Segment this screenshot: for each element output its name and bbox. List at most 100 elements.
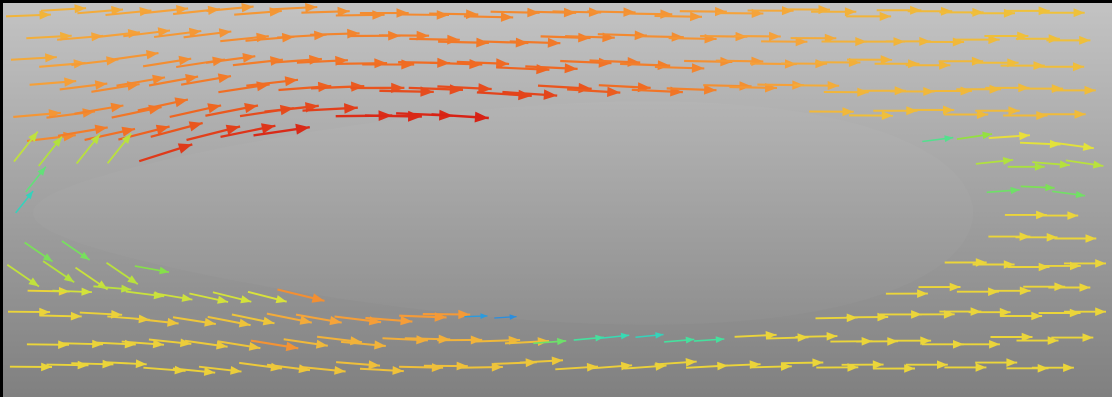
velocity-arrow (846, 55, 893, 65)
velocity-arrow (302, 103, 358, 114)
velocity-arrow (247, 290, 287, 304)
velocity-arrow (52, 287, 92, 296)
velocity-arrow (184, 339, 228, 350)
velocity-arrow (654, 358, 697, 367)
velocity-arrow (365, 316, 413, 326)
velocity-arrow (186, 124, 241, 142)
velocity-arrow (968, 307, 1011, 317)
velocity-arrow (231, 313, 275, 326)
velocity-arrow (250, 339, 299, 352)
velocity-arrow (310, 28, 360, 39)
velocity-arrow (74, 102, 124, 115)
velocity-arrow (116, 74, 166, 87)
velocity-arrow (110, 50, 159, 61)
velocity-arrow (138, 143, 193, 163)
velocity-arrow (811, 7, 857, 17)
velocity-arrow (75, 133, 101, 165)
velocity-arrow (253, 123, 310, 137)
velocity-arrow (150, 121, 203, 138)
velocity-arrow (1007, 162, 1045, 171)
velocity-arrow (105, 261, 139, 285)
velocity-arrow (1016, 336, 1059, 345)
velocity-arrow (106, 133, 132, 164)
velocity-arrow (1000, 61, 1045, 70)
velocity-arrow (975, 157, 1014, 165)
velocity-arrow (29, 77, 77, 87)
velocity-arrow (502, 89, 558, 100)
velocity-arrow (24, 241, 54, 263)
velocity-arrow (1040, 8, 1085, 18)
velocity-arrow (39, 311, 82, 321)
velocity-arrow (986, 186, 1020, 195)
velocity-arrow (189, 292, 229, 304)
velocity-arrow (809, 107, 854, 117)
velocity-arrow (1019, 139, 1061, 149)
velocity-arrow (654, 11, 703, 22)
velocity-arrow (77, 5, 124, 16)
velocity-arrow (848, 111, 894, 120)
velocity-arrow (142, 55, 192, 68)
velocity-arrow (15, 190, 34, 214)
velocity-arrow (198, 365, 242, 375)
velocity-arrow (555, 362, 599, 372)
velocity-arrow (104, 359, 147, 369)
velocity-arrow (1000, 311, 1043, 321)
velocity-arrow (134, 265, 170, 275)
velocity-arrow (71, 56, 119, 66)
velocity-arrow (437, 83, 492, 94)
velocity-arrow (509, 37, 561, 48)
velocity-arrow (9, 362, 53, 372)
velocity-arrow (1054, 234, 1097, 243)
velocity-arrow (277, 288, 325, 303)
velocity-arrow (761, 37, 808, 47)
velocity-arrow (399, 10, 450, 20)
velocity-arrow (40, 4, 87, 14)
velocity-arrow (340, 340, 386, 350)
velocity-arrow (988, 286, 1031, 296)
velocity-arrow (1036, 211, 1079, 220)
velocity-arrow (975, 106, 1020, 116)
velocity-arrow (749, 362, 792, 371)
velocity-arrow (456, 58, 510, 69)
velocity-arrow (885, 289, 928, 298)
velocity-arrow (10, 53, 57, 63)
velocity-arrows (5, 3, 1106, 376)
velocity-arrow (504, 337, 550, 346)
velocity-arrow (212, 291, 252, 304)
velocity-arrow (589, 361, 633, 371)
velocity-arrow (1051, 333, 1094, 342)
velocity-arrow (972, 260, 1015, 269)
velocity-arrow (905, 60, 951, 70)
velocity-arrow (635, 332, 664, 339)
velocity-arrow (1053, 141, 1094, 151)
velocity-arrow (336, 360, 381, 370)
velocity-arrow (1015, 233, 1058, 242)
velocity-arrow (975, 358, 1018, 367)
velocity-arrow (123, 27, 171, 38)
velocity-arrow (153, 27, 202, 39)
velocity-arrow (943, 110, 989, 119)
velocity-arrow (26, 340, 70, 349)
velocity-arrow (57, 124, 108, 137)
velocity-arrow (907, 6, 953, 16)
velocity-arrow (703, 81, 752, 91)
velocity-arrow (664, 336, 695, 344)
velocity-arrow (206, 3, 254, 13)
flow-field-canvas (3, 3, 1112, 397)
velocity-arrow (922, 135, 954, 143)
velocity-arrow (463, 12, 514, 22)
velocity-arrow (734, 331, 777, 340)
velocity-arrow (533, 337, 567, 346)
velocity-arrow (464, 313, 488, 319)
velocity-arrow (148, 338, 192, 348)
velocity-arrow (793, 81, 840, 91)
velocity-arrow (37, 136, 63, 167)
velocity-arrow (734, 31, 781, 41)
velocity-arrow (909, 105, 955, 115)
velocity-arrow (6, 264, 40, 288)
velocity-arrow (61, 240, 91, 261)
velocity-arrow (266, 363, 311, 374)
velocity-arrow (1065, 159, 1104, 169)
velocity-arrow (519, 356, 564, 366)
velocity-arrow (494, 314, 517, 320)
